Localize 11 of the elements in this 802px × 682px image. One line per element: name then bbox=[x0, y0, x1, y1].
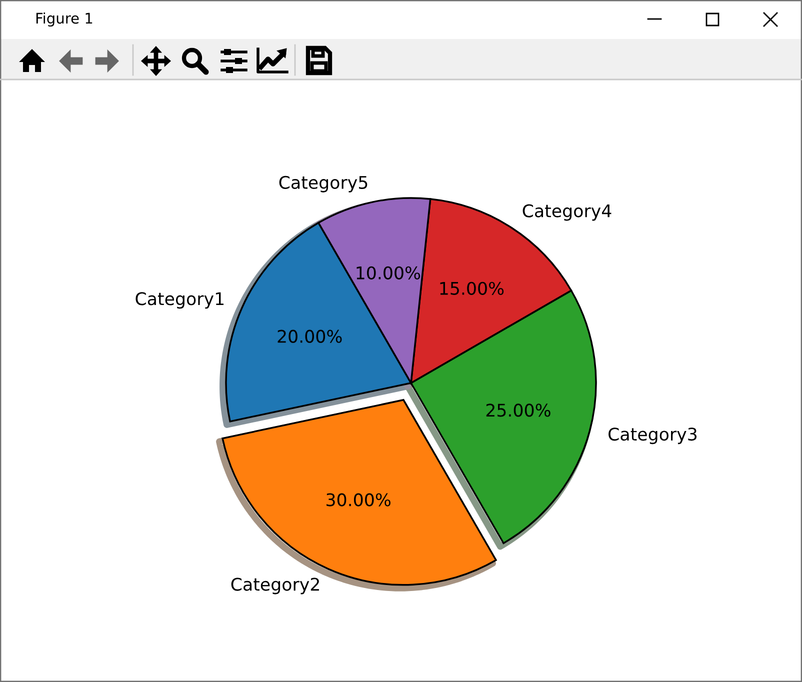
data-label: 10.00% bbox=[356, 266, 420, 280]
slice-label: Category4 bbox=[522, 204, 612, 221]
data-label: 20.00% bbox=[278, 330, 342, 343]
slice-label: Category2 bbox=[231, 578, 319, 594]
data-label: 25.00% bbox=[486, 404, 550, 417]
slice-label: Category5 bbox=[279, 176, 368, 192]
slice-label: Category1 bbox=[136, 292, 224, 309]
slice-label: Category3 bbox=[608, 428, 697, 444]
data-label: 15.00% bbox=[440, 282, 504, 295]
data-label: 30.00% bbox=[326, 493, 390, 506]
chart-title: Figure 1 bbox=[36, 12, 92, 27]
